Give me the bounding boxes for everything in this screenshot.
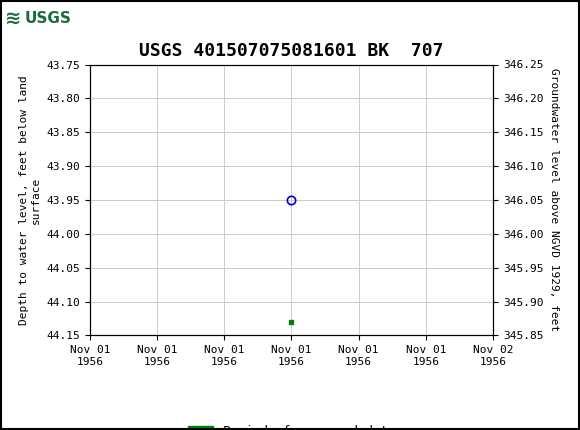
Text: ≋: ≋ <box>5 9 21 28</box>
Text: USGS: USGS <box>24 11 71 26</box>
FancyBboxPatch shape <box>3 3 70 36</box>
Y-axis label: Depth to water level, feet below land
surface: Depth to water level, feet below land su… <box>19 75 41 325</box>
Y-axis label: Groundwater level above NGVD 1929, feet: Groundwater level above NGVD 1929, feet <box>549 68 559 332</box>
Title: USGS 401507075081601 BK  707: USGS 401507075081601 BK 707 <box>139 42 444 60</box>
Legend: Period of approved data: Period of approved data <box>183 420 400 430</box>
